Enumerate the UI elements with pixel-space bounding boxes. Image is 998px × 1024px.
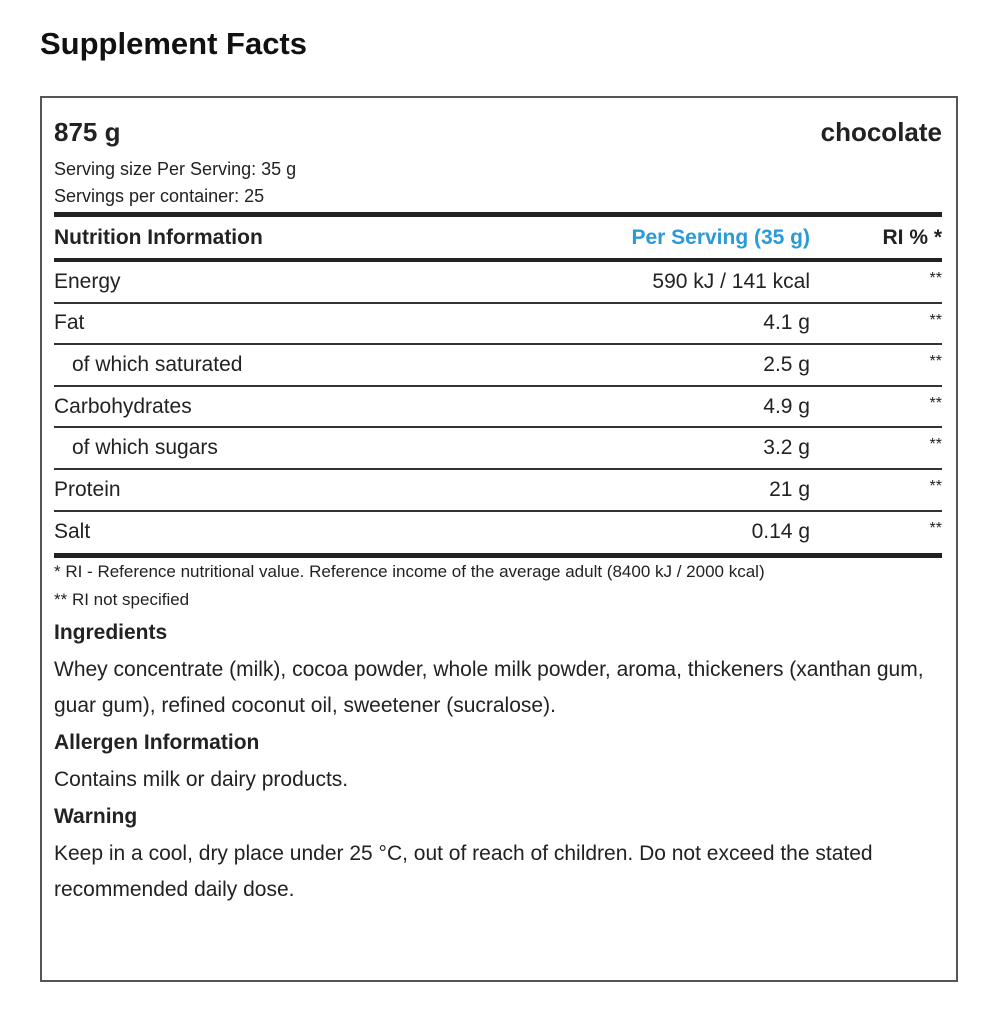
table-row: of which saturated 2.5 g **	[54, 345, 942, 387]
nutrient: Salt	[54, 520, 91, 544]
header-cell: Per Serving (35 g)	[631, 225, 810, 249]
section-text: Whey concentrate (milk), cocoa powder, w…	[54, 658, 924, 718]
table-row: Energy 590 kJ / 141 kcal **	[54, 262, 942, 304]
amount: 4.9 g	[763, 394, 810, 418]
divider	[54, 553, 942, 559]
nutrient: of which saturated	[72, 352, 243, 376]
nutrient: Fat	[54, 311, 85, 335]
amount: 2.5 g	[763, 352, 810, 376]
footnote: * RI - Reference nutritional value. Refe…	[54, 562, 765, 582]
serving-size: Serving size Per Serving: 35 g	[54, 159, 297, 179]
divider	[54, 258, 942, 262]
section-text: Keep in a cool, dry place under 25 °C, o…	[54, 842, 873, 902]
product-header: 875 g chocolate	[54, 117, 942, 147]
nutrient: of which sugars	[72, 436, 218, 460]
amount: 4.1 g	[763, 311, 810, 335]
amount: 590 kJ / 141 kcal	[652, 269, 810, 293]
header-cell: RI % *	[882, 225, 942, 249]
ri: **	[929, 436, 942, 454]
table-header: Nutrition Information Per Serving (35 g)…	[54, 217, 942, 258]
table-row: Carbohydrates 4.9 g **	[54, 387, 942, 429]
table-row: Fat 4.1 g **	[54, 304, 942, 346]
product-amount: 875 g	[54, 117, 121, 147]
ri: **	[929, 311, 942, 329]
footnote: ** RI not specified	[54, 590, 190, 610]
table-row: Salt 0.14 g **	[54, 512, 942, 554]
facts-panel: 875 g chocolate Serving size Per Serving…	[40, 96, 958, 982]
ri: **	[929, 519, 942, 537]
section-heading: Ingredients	[54, 621, 168, 645]
section-text: Contains milk or dairy products.	[54, 768, 349, 792]
page-title: Supplement Facts	[40, 26, 307, 61]
ri: **	[929, 270, 942, 287]
ri: **	[929, 394, 942, 412]
product-flavor: chocolate	[820, 117, 942, 147]
divider	[54, 212, 942, 217]
table-row: of which sugars 3.2 g **	[54, 428, 942, 470]
amount: 0.14 g	[751, 520, 810, 544]
nutrition-table: Energy 590 kJ / 141 kcal ** Fat 4.1 g ** of …	[54, 262, 942, 553]
section-heading: Warning	[54, 805, 138, 829]
ri: **	[929, 353, 942, 371]
table-row: Protein 21 g **	[54, 470, 942, 512]
amount: 3.2 g	[763, 436, 810, 460]
ri: **	[929, 477, 942, 495]
servings-per-container: Servings per container: 25	[54, 186, 265, 206]
section-heading: Allergen Information	[54, 731, 260, 755]
nutrient: Protein	[54, 477, 121, 501]
nutrient: Carbohydrates	[54, 394, 192, 418]
nutrient: Energy	[54, 269, 121, 293]
amount: 21 g	[769, 477, 810, 501]
header-cell: Nutrition Information	[54, 225, 263, 249]
